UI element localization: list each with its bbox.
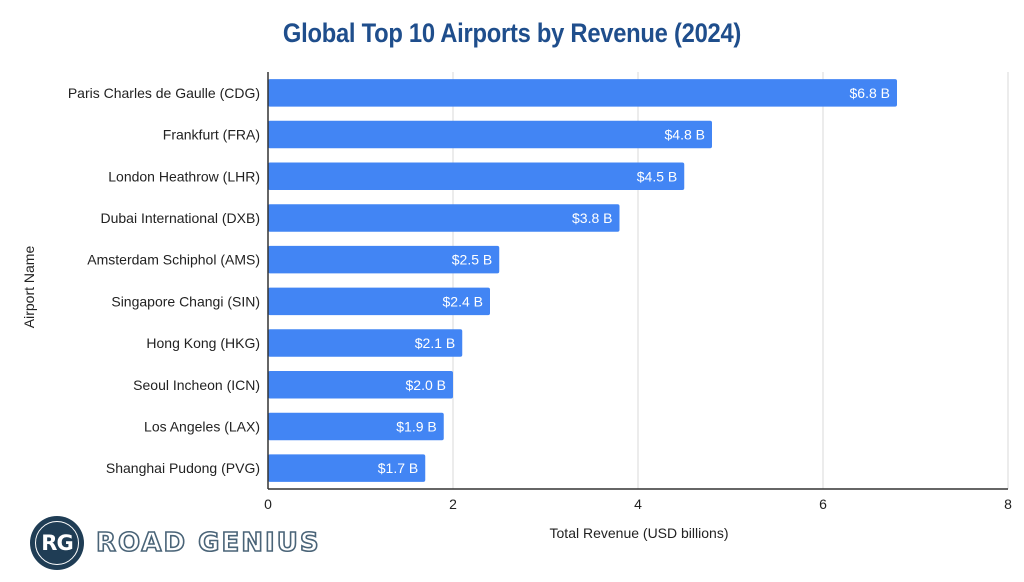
logo-wordmark: ROAD GENIUS <box>95 527 321 559</box>
x-axis-title: Total Revenue (USD billions) <box>550 525 729 541</box>
x-tick-label: 2 <box>449 496 457 512</box>
bar <box>268 245 500 274</box>
bar <box>268 287 490 316</box>
category-label: Seoul Incheon (ICN) <box>133 377 260 393</box>
category-label: Frankfurt (FRA) <box>163 127 260 143</box>
x-tick-label: 8 <box>1004 496 1012 512</box>
bar-data-label: $6.8 B <box>850 85 890 101</box>
bar <box>268 412 444 441</box>
bar <box>268 329 463 357</box>
bar <box>268 204 620 232</box>
bar-data-label: $2.1 B <box>415 335 455 351</box>
x-tick-label: 6 <box>819 496 827 512</box>
category-label: Hong Kong (HKG) <box>146 335 260 351</box>
category-label: Singapore Changi (SIN) <box>111 293 260 309</box>
logo-initials: RG <box>35 521 79 565</box>
logo-badge-icon: RG <box>30 516 84 570</box>
category-label: Shanghai Pudong (PVG) <box>106 460 260 476</box>
road-genius-logo: RG ROAD GENIUS <box>30 515 321 571</box>
bar <box>268 454 426 482</box>
category-label: London Heathrow (LHR) <box>108 168 260 184</box>
bar <box>268 79 897 107</box>
bar <box>268 370 453 399</box>
bar-data-label: $3.8 B <box>572 210 612 226</box>
category-labels: Paris Charles de Gaulle (CDG) Frankfurt (… <box>68 85 260 476</box>
x-tick-label: 4 <box>634 496 642 512</box>
bar-data-label: $1.9 B <box>396 418 436 434</box>
category-label: Amsterdam Schiphol (AMS) <box>87 252 260 268</box>
category-label: Paris Charles de Gaulle (CDG) <box>68 85 260 101</box>
x-tick-label: 0 <box>264 496 272 512</box>
y-axis-title: Airport Name <box>21 246 37 329</box>
chart-title: Global Top 10 Airports by Revenue (2024) <box>282 18 742 48</box>
category-label: Dubai International (DXB) <box>100 210 260 226</box>
bar <box>268 162 685 191</box>
bar-data-label: $1.7 B <box>378 460 418 476</box>
bar-data-label: $2.4 B <box>443 293 483 309</box>
bars: $6.8 B $4.8 B $4.5 B $3.8 B $2.5 B $2.4 B $2.1… <box>268 79 897 482</box>
bar-data-label: $2.5 B <box>452 252 492 268</box>
x-tick-labels: 0 2 4 6 8 <box>264 496 1012 512</box>
bar-data-label: $4.5 B <box>637 168 677 184</box>
category-label: Los Angeles (LAX) <box>144 418 260 434</box>
bar-data-label: $4.8 B <box>665 127 705 143</box>
bar <box>268 120 712 149</box>
bar-data-label: $2.0 B <box>406 377 446 393</box>
